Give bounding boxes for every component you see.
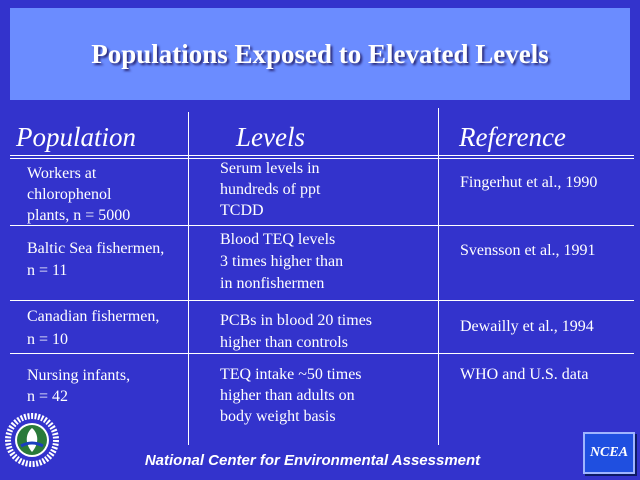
header-population: Population xyxy=(16,122,136,152)
ncea-logo-text: NCEA xyxy=(589,445,629,460)
row-2-reference: Svensson et al., 1991 xyxy=(460,242,596,259)
row-2-levels: Blood TEQ levels 3 times higher than in … xyxy=(220,231,344,292)
row-4-population: Nursing infants, n = 42 xyxy=(27,367,131,405)
row-1-levels: Serum levels in hundreds of ppt TCDD xyxy=(220,160,321,219)
row-1-population: Workers at chlorophenol plants, n = 5000 xyxy=(27,165,131,224)
title-banner: Populations Exposed to Elevated Levels xyxy=(10,8,630,100)
row-1-reference: Fingerhut et al., 1990 xyxy=(460,174,598,191)
header-divider xyxy=(10,155,634,156)
row-divider-3 xyxy=(10,353,634,354)
header-divider-2 xyxy=(10,158,634,159)
header-reference: Reference xyxy=(459,122,566,152)
row-3-population: Canadian fishermen, n = 10 xyxy=(27,308,160,348)
footer-text: National Center for Environmental Assess… xyxy=(144,452,481,469)
header-levels: Levels xyxy=(236,122,305,152)
row-2-population: Baltic Sea fishermen, n = 11 xyxy=(27,240,165,279)
column-divider-1 xyxy=(188,112,189,445)
row-3-levels: PCBs in blood 20 times higher than contr… xyxy=(220,312,373,351)
column-divider-2 xyxy=(438,108,439,445)
ncea-logo: NCEA xyxy=(583,432,635,474)
row-3-reference: Dewailly et al., 1994 xyxy=(460,318,594,335)
epa-seal-icon xyxy=(5,413,59,467)
row-divider-2 xyxy=(10,300,634,301)
slide-title: Populations Exposed to Elevated Levels xyxy=(91,38,549,69)
row-4-reference: WHO and U.S. data xyxy=(460,366,589,383)
row-4-levels: TEQ intake ~50 times higher than adults … xyxy=(220,366,362,425)
row-divider-1 xyxy=(10,225,634,226)
